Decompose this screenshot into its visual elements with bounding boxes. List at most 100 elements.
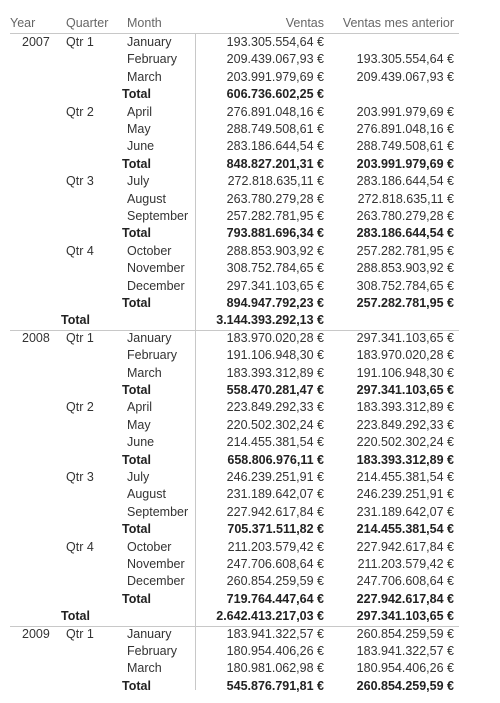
- cell-ventas: 705.371.511,82 €: [227, 522, 324, 536]
- cell-ventas: 288.853.903,92 €: [226, 244, 324, 258]
- cell-ventas-mes-anterior: 183.393.312,89 €: [356, 400, 454, 414]
- header-ventas-mes-anterior[interactable]: Ventas mes anterior: [342, 16, 454, 30]
- cell-ventas: 257.282.781,95 €: [226, 209, 324, 223]
- row-quarter: Qtr 1: [66, 627, 94, 641]
- header-ventas[interactable]: Ventas: [285, 16, 324, 30]
- cell-ventas: 203.991.979,69 €: [226, 70, 324, 84]
- row-month: September: [127, 505, 189, 519]
- header-month[interactable]: Month: [127, 16, 162, 30]
- year-divider: [10, 626, 459, 627]
- cell-ventas-mes-anterior: 283.186.644,54 €: [356, 226, 454, 240]
- row-header-divider: [195, 34, 196, 690]
- cell-ventas: 180.954.406,26 €: [226, 644, 324, 658]
- row-month: April: [127, 400, 153, 414]
- cell-ventas: 260.854.259,59 €: [226, 574, 324, 588]
- row-quarter: Qtr 1: [66, 35, 94, 49]
- cell-ventas: 308.752.784,65 €: [226, 261, 324, 275]
- quarter-total-label: Total: [122, 383, 151, 397]
- cell-ventas: 227.942.617,84 €: [226, 505, 324, 519]
- row-month: May: [127, 418, 151, 432]
- quarter-total-label: Total: [122, 226, 151, 240]
- cell-ventas: 247.706.608,64 €: [226, 557, 324, 571]
- row-month: July: [127, 174, 150, 188]
- cell-ventas: 719.764.447,64 €: [226, 592, 324, 606]
- row-month: February: [127, 52, 178, 66]
- cell-ventas: 211.203.579,42 €: [227, 540, 324, 554]
- cell-ventas: 220.502.302,24 €: [226, 418, 324, 432]
- row-month: November: [127, 557, 185, 571]
- cell-ventas: 209.439.067,93 €: [226, 52, 324, 66]
- row-month: March: [127, 661, 162, 675]
- cell-ventas-mes-anterior: 257.282.781,95 €: [356, 244, 454, 258]
- cell-ventas-mes-anterior: 214.455.381,54 €: [356, 522, 454, 536]
- cell-ventas-mes-anterior: 308.752.784,65 €: [356, 279, 454, 293]
- cell-ventas-mes-anterior: 297.341.103,65 €: [356, 609, 454, 623]
- cell-ventas: 288.749.508,61 €: [226, 122, 324, 136]
- cell-ventas: 183.393.312,89 €: [226, 366, 324, 380]
- quarter-total-label: Total: [122, 157, 151, 171]
- cell-ventas-mes-anterior: 203.991.979,69 €: [356, 105, 454, 119]
- year-total-label: Total: [61, 313, 90, 327]
- row-month: February: [127, 644, 178, 658]
- cell-ventas-mes-anterior: 263.780.279,28 €: [356, 209, 454, 223]
- cell-ventas: 183.941.322,57 €: [226, 627, 324, 641]
- row-month: August: [127, 487, 166, 501]
- cell-ventas-mes-anterior: 276.891.048,16 €: [356, 122, 454, 136]
- cell-ventas: 272.818.635,11 €: [227, 174, 324, 188]
- cell-ventas: 2.642.413.217,03 €: [216, 609, 324, 623]
- row-month: October: [127, 540, 172, 554]
- cell-ventas-mes-anterior: 193.305.554,64 €: [356, 52, 454, 66]
- quarter-total-label: Total: [122, 592, 151, 606]
- row-month: May: [127, 122, 151, 136]
- cell-ventas-mes-anterior: 183.970.020,28 €: [356, 348, 454, 362]
- row-month: November: [127, 261, 185, 275]
- cell-ventas-mes-anterior: 283.186.644,54 €: [356, 174, 454, 188]
- cell-ventas-mes-anterior: 183.393.312,89 €: [356, 453, 454, 467]
- cell-ventas: 183.970.020,28 €: [226, 331, 324, 345]
- row-month: December: [127, 574, 185, 588]
- year-total-label: Total: [61, 609, 90, 623]
- row-year: 2007: [22, 35, 50, 49]
- cell-ventas: 214.455.381,54 €: [226, 435, 324, 449]
- cell-ventas-mes-anterior: 260.854.259,59 €: [356, 679, 454, 693]
- cell-ventas: 793.881.696,34 €: [226, 226, 324, 240]
- row-quarter: Qtr 2: [66, 400, 94, 414]
- row-quarter: Qtr 4: [66, 244, 94, 258]
- cell-ventas-mes-anterior: 246.239.251,91 €: [356, 487, 454, 501]
- cell-ventas: 658.806.976,11 €: [227, 453, 324, 467]
- cell-ventas: 558.470.281,47 €: [226, 383, 324, 397]
- cell-ventas: 3.144.393.292,13 €: [216, 313, 324, 327]
- cell-ventas: 297.341.103,65 €: [226, 279, 324, 293]
- cell-ventas: 545.876.791,81 €: [226, 679, 324, 693]
- cell-ventas: 191.106.948,30 €: [226, 348, 324, 362]
- cell-ventas-mes-anterior: 260.854.259,59 €: [356, 627, 454, 641]
- row-quarter: Qtr 3: [66, 174, 94, 188]
- cell-ventas-mes-anterior: 231.189.642,07 €: [356, 505, 454, 519]
- cell-ventas-mes-anterior: 297.341.103,65 €: [356, 383, 454, 397]
- cell-ventas: 223.849.292,33 €: [226, 400, 324, 414]
- cell-ventas-mes-anterior: 209.439.067,93 €: [356, 70, 454, 84]
- cell-ventas: 276.891.048,16 €: [226, 105, 324, 119]
- row-month: April: [127, 105, 153, 119]
- cell-ventas: 606.736.602,25 €: [226, 87, 324, 101]
- cell-ventas: 246.239.251,91 €: [226, 470, 324, 484]
- cell-ventas-mes-anterior: 288.853.903,92 €: [356, 261, 454, 275]
- cell-ventas: 848.827.201,31 €: [226, 157, 324, 171]
- header-quarter[interactable]: Quarter: [66, 16, 109, 30]
- cell-ventas-mes-anterior: 223.849.292,33 €: [356, 418, 454, 432]
- row-quarter: Qtr 4: [66, 540, 94, 554]
- quarter-total-label: Total: [122, 679, 151, 693]
- cell-ventas-mes-anterior: 272.818.635,11 €: [357, 192, 454, 206]
- cell-ventas-mes-anterior: 214.455.381,54 €: [356, 470, 454, 484]
- row-month: February: [127, 348, 178, 362]
- cell-ventas: 894.947.792,23 €: [226, 296, 324, 310]
- cell-ventas-mes-anterior: 288.749.508,61 €: [356, 139, 454, 153]
- quarter-total-label: Total: [122, 522, 151, 536]
- header-year[interactable]: Year: [10, 16, 36, 30]
- row-month: January: [127, 627, 172, 641]
- cell-ventas-mes-anterior: 297.341.103,65 €: [356, 331, 454, 345]
- cell-ventas: 180.981.062,98 €: [226, 661, 324, 675]
- cell-ventas-mes-anterior: 227.942.617,84 €: [356, 592, 454, 606]
- cell-ventas-mes-anterior: 220.502.302,24 €: [356, 435, 454, 449]
